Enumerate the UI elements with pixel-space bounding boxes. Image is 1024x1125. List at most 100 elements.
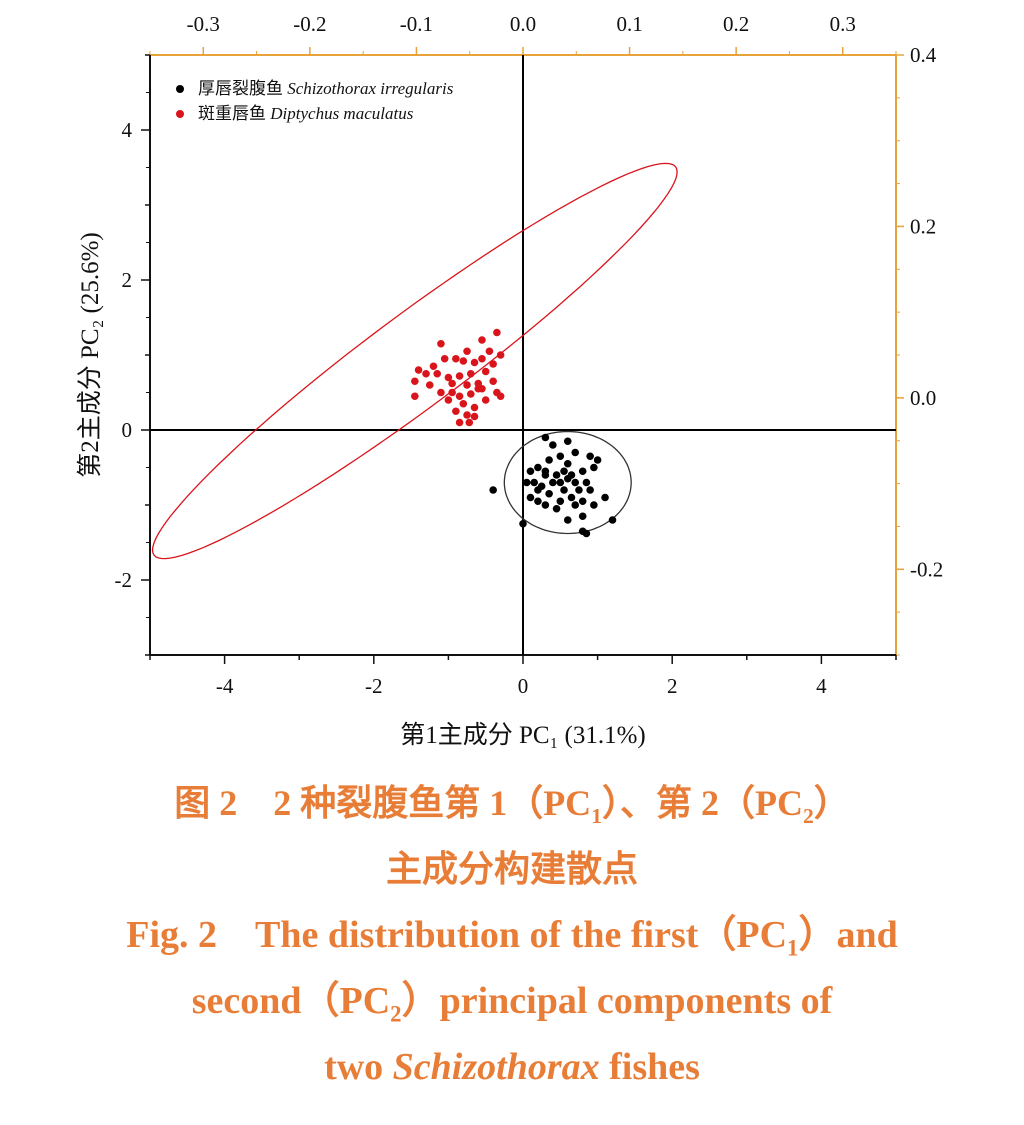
caption-cn-line2: 主成分构建散点 [385,849,638,889]
point-series-1 [563,437,572,446]
point-series-2 [459,357,468,365]
point-series-2 [470,412,479,421]
right-tick-label: 0.2 [910,214,936,238]
data-points [411,328,617,538]
point-series-1 [593,456,602,464]
point-series-1 [549,441,557,449]
point-series-2 [455,418,464,427]
point-series-2 [465,418,474,427]
zero-lines [150,55,896,655]
point-series-2 [470,358,479,367]
confidence-ellipses [151,162,678,560]
point-series-2 [448,388,456,397]
point-series-2 [411,377,419,386]
point-series-1 [556,497,565,506]
top-tick-label: -0.3 [187,12,220,36]
point-series-1 [563,459,572,468]
point-series-1 [489,486,497,494]
point-series-1 [522,478,531,487]
caption-en-line3: two Schizothorax fishes [324,1046,700,1088]
y-tick-label: -2 [115,568,133,592]
point-series-2 [411,392,419,401]
point-series-2 [422,369,430,378]
point-series-2 [496,351,505,359]
point-series-1 [526,493,535,502]
x-tick-label: 2 [667,674,678,698]
pca-scatter-chart: -0.3 -0.2 -0.1 0.0 0.1 0.2 0.3 0.4 0.2 0.0 -0.2 -… [76,12,943,749]
point-series-2 [466,369,475,378]
point-series-1 [608,516,617,524]
point-series-2 [496,392,505,401]
top-tick-label: 0.3 [830,12,856,36]
point-series-1 [590,463,598,472]
point-series-1 [519,519,527,528]
point-series-2 [455,372,464,380]
right-axis: 0.4 0.2 0.0 -0.2 [896,43,943,656]
point-series-1 [560,467,568,476]
point-series-2 [437,339,445,348]
point-series-1 [552,504,561,513]
point-series-1 [541,471,550,479]
x-tick-label: 0 [518,674,529,698]
point-series-1 [545,456,553,464]
point-series-2 [481,367,490,376]
point-series-1 [552,471,561,479]
legend-label-series-2: 斑重唇鱼 Diptychus maculatus [198,104,414,123]
point-series-2 [489,360,497,368]
y-axis-title: 第2主成分 PC₂ (25.6%) [76,232,104,478]
x-axis-title: 第1主成分 PC₁ (31.1%) [400,721,646,749]
legend-marker-series-2 [176,110,184,118]
point-series-2 [433,369,442,378]
point-series-1 [578,512,587,521]
caption-en-line1: Fig. 2 The distribution of the first（PC1… [126,914,898,961]
point-series-2 [474,384,483,393]
point-series-1 [556,452,565,461]
point-series-2 [463,347,471,356]
point-series-1 [582,529,591,538]
point-series-1 [571,501,580,509]
point-series-1 [549,478,557,487]
point-series-1 [582,478,591,487]
top-tick-label: 0.2 [723,12,749,36]
top-axis: -0.3 -0.2 -0.1 0.0 0.1 0.2 0.3 [149,12,897,55]
point-series-1 [530,478,538,487]
point-series-1 [586,452,594,461]
point-series-1 [545,489,553,498]
point-series-2 [485,347,494,356]
point-series-2 [470,403,479,412]
point-series-1 [575,486,583,494]
point-series-2 [478,354,486,363]
caption-en-line2: second（PC2）principal components of [191,980,833,1027]
caption-cn-line1: 图 2 2 种裂腹鱼第 1（PC1）、第 2（PC2） [174,783,850,829]
point-series-1 [571,478,580,487]
point-series-1 [534,486,542,494]
right-tick-label: 0.0 [910,386,936,410]
point-series-1 [560,486,568,494]
point-series-2 [493,328,501,337]
point-series-1 [563,474,572,483]
point-series-2 [463,411,471,419]
point-series-2 [444,373,453,382]
legend-label-series-1: 厚唇裂腹鱼 Schizothorax irregularis [198,79,454,98]
point-series-1 [578,497,587,506]
point-series-1 [534,463,542,472]
right-tick-label: 0.4 [910,43,937,67]
point-series-2 [459,399,468,408]
legend: 厚唇裂腹鱼 Schizothorax irregularis 斑重唇鱼 Dipty… [176,79,454,123]
point-series-2 [463,381,471,389]
point-series-1 [541,501,550,509]
point-series-1 [556,478,565,487]
point-series-2 [452,407,460,416]
top-tick-label: 0.1 [616,12,642,36]
right-tick-label: -0.2 [910,557,943,581]
point-series-2 [474,379,483,388]
left-axis: -2 0 2 4 [115,54,150,656]
point-series-2 [425,381,434,389]
point-series-2 [455,392,464,401]
point-series-2 [440,354,449,363]
point-series-2 [489,377,497,386]
point-series-1 [567,493,576,502]
point-series-2 [478,336,486,344]
point-series-2 [452,354,460,363]
ellipse-series-2 [151,162,678,560]
